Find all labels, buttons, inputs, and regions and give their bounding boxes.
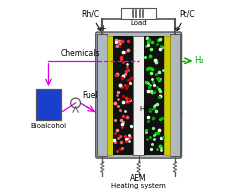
Bar — [164, 36, 170, 155]
Bar — [121, 8, 156, 19]
Text: Load: Load — [130, 20, 147, 26]
Bar — [133, 36, 144, 155]
Bar — [144, 36, 164, 155]
Text: Bioalcohol: Bioalcohol — [30, 123, 67, 129]
Text: Rh/C: Rh/C — [82, 9, 100, 30]
Text: Chemicals: Chemicals — [61, 49, 100, 58]
Bar — [107, 36, 113, 155]
Text: -: - — [173, 24, 177, 33]
Bar — [36, 89, 61, 120]
Bar — [170, 34, 180, 156]
Bar — [97, 34, 107, 156]
Text: Pt/C: Pt/C — [177, 9, 195, 30]
Text: AEM: AEM — [130, 174, 147, 183]
Text: H₂: H₂ — [194, 56, 203, 65]
Text: Heating system: Heating system — [111, 183, 166, 189]
Text: Fuel: Fuel — [82, 91, 98, 100]
Bar — [113, 36, 133, 155]
Text: H₂O: H₂O — [140, 106, 153, 112]
FancyBboxPatch shape — [96, 32, 182, 158]
Text: +: + — [99, 24, 106, 33]
